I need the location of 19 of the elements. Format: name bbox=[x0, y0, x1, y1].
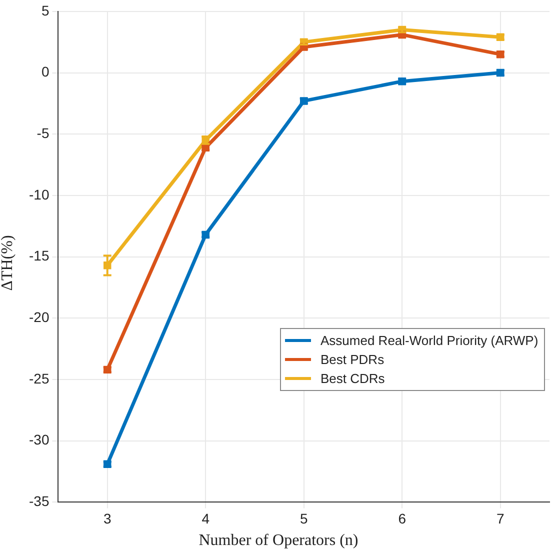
x-tick-label: 7 bbox=[496, 510, 504, 526]
y-tick-label: -20 bbox=[29, 309, 50, 326]
y-tick-label: -30 bbox=[29, 432, 50, 448]
x-tick-label: 5 bbox=[300, 510, 308, 526]
y-tick-label: 5 bbox=[41, 2, 50, 18]
y-tick-label: -5 bbox=[36, 124, 50, 141]
y-tick-label: -35 bbox=[29, 493, 50, 510]
y-tick-label: 0 bbox=[41, 64, 50, 80]
y-tick-label: -15 bbox=[29, 248, 50, 264]
legend-label: Assumed Real-World Priority (ARWP) bbox=[320, 332, 538, 348]
x-tick-label: 3 bbox=[103, 510, 112, 526]
y-tick-label: -10 bbox=[29, 186, 50, 202]
y-tick-label: -25 bbox=[29, 370, 50, 386]
x-tick-label: 6 bbox=[398, 510, 406, 526]
legend-label: Best PDRs bbox=[320, 352, 384, 367]
x-tick-label: 4 bbox=[202, 510, 210, 526]
legend-label: Best CDRs bbox=[320, 370, 385, 386]
x-axis-title: Number of Operators (n) bbox=[198, 532, 360, 550]
y-axis-title: ΔTH(%) bbox=[0, 235, 17, 291]
